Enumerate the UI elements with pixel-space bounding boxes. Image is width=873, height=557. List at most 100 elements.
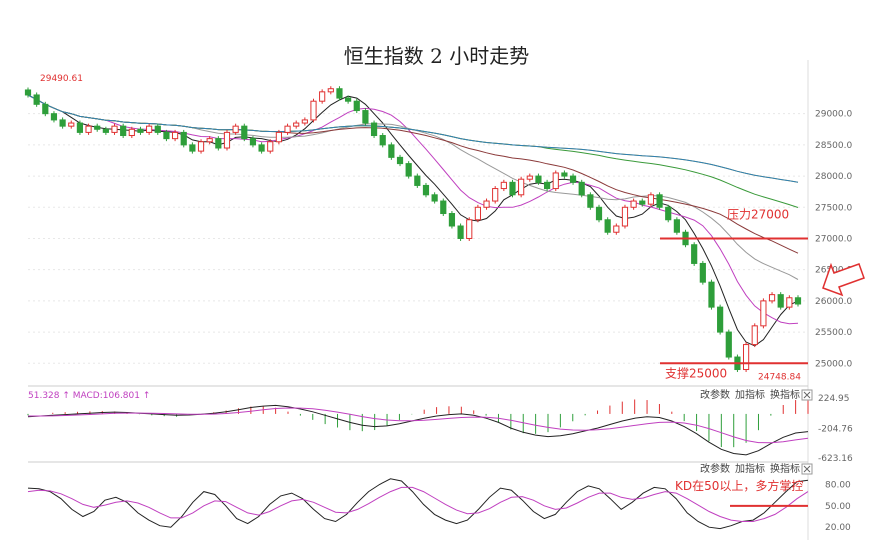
candle — [94, 125, 101, 130]
candle — [267, 141, 274, 152]
trend-arrow-icon — [822, 262, 865, 297]
close-icon — [803, 391, 811, 399]
candle — [50, 113, 58, 121]
kd-tick-label: 20.00 — [825, 523, 851, 533]
candle — [189, 144, 196, 152]
macd-tick-label: 224.95 — [818, 394, 850, 404]
candle — [751, 325, 758, 346]
candle — [111, 125, 118, 133]
candle — [699, 262, 706, 283]
candle — [448, 213, 456, 227]
candle — [128, 128, 135, 137]
candle — [405, 163, 412, 177]
candle — [284, 125, 291, 133]
candle — [120, 125, 127, 137]
candle — [370, 122, 378, 137]
candle — [578, 181, 585, 196]
moving-average-line — [27, 94, 799, 183]
candle — [293, 122, 300, 127]
macd-control: 改参数 — [700, 388, 730, 401]
candle — [665, 206, 672, 221]
candle — [466, 219, 473, 239]
y-tick-label: 26000.0 — [815, 297, 852, 307]
candle — [310, 100, 317, 121]
candle — [396, 156, 404, 165]
candle — [353, 100, 360, 112]
resistance-label: 压力27000 — [727, 207, 789, 221]
y-tick-label: 25000.0 — [815, 359, 852, 369]
candle — [327, 88, 334, 93]
candle — [137, 128, 144, 133]
y-tick-label: 25500.0 — [815, 328, 852, 338]
price-panel: 29000.028500.028000.027500.027000.026500… — [24, 60, 865, 540]
candle — [414, 175, 421, 186]
candle — [206, 138, 213, 143]
candle — [604, 219, 611, 233]
y-tick-label: 28000.0 — [815, 172, 852, 182]
candle — [68, 122, 75, 127]
candle — [518, 178, 525, 196]
candle — [768, 294, 776, 302]
kd-d-line — [27, 486, 809, 522]
kd-control: 换指标 — [770, 462, 800, 475]
candle — [249, 138, 257, 146]
kd-tick-label: 80.00 — [825, 481, 851, 491]
candle — [492, 188, 499, 202]
candle — [613, 225, 620, 233]
candle — [102, 128, 109, 133]
macd-dif-line — [27, 404, 809, 456]
candle — [708, 281, 715, 308]
candle — [656, 194, 663, 208]
y-tick-label: 29000.0 — [815, 110, 852, 120]
candle — [691, 244, 698, 264]
candle — [535, 175, 542, 183]
candle — [171, 131, 179, 140]
macd-control: 加指标 — [735, 388, 765, 401]
candle — [197, 141, 205, 152]
candle — [474, 206, 481, 221]
moving-average-line — [27, 94, 799, 208]
candle — [544, 181, 551, 190]
candle — [725, 331, 732, 358]
y-tick-label: 27000.0 — [815, 234, 852, 244]
candle — [345, 97, 352, 102]
candle — [561, 172, 568, 177]
candle — [379, 135, 386, 146]
moving-average-line — [27, 94, 799, 280]
macd-dea-line — [28, 407, 809, 444]
candle — [336, 88, 343, 99]
macd-label: 51.328 ↑ MACD:106.801 ↑ — [28, 391, 150, 401]
candle — [232, 125, 239, 133]
candle — [42, 103, 49, 115]
candle — [587, 194, 594, 208]
low-label: 24748.84 — [758, 372, 801, 382]
candle — [422, 184, 430, 196]
candle — [33, 94, 40, 105]
candle — [526, 175, 533, 180]
candle — [59, 119, 66, 127]
candle — [786, 297, 793, 308]
support-label: 支撑25000 — [665, 365, 727, 380]
candle — [301, 119, 308, 124]
chart-title: 恒生指数 2 小时走势 — [343, 44, 530, 68]
candle — [457, 225, 464, 239]
moving-average-line — [27, 94, 799, 254]
candle — [319, 91, 326, 102]
candle — [777, 294, 784, 308]
macd-control: 换指标 — [770, 388, 800, 401]
candle — [742, 344, 750, 371]
candle — [569, 175, 577, 183]
candle — [180, 131, 187, 146]
candle — [163, 131, 170, 140]
macd-panel: 51.328 ↑ MACD:106.801 ↑ 改参数 加指标 换指标 224.95 -2… — [27, 388, 853, 464]
candle — [388, 144, 395, 158]
candle — [431, 194, 438, 202]
macd-tick-label: -204.76 — [818, 424, 853, 434]
kd-k-line — [27, 478, 809, 530]
macd-tick-label: -623.16 — [818, 454, 853, 464]
kd-control: 改参数 — [700, 462, 730, 475]
candle — [362, 110, 369, 124]
candle — [509, 181, 516, 196]
y-tick-label: 28500.0 — [815, 141, 852, 151]
